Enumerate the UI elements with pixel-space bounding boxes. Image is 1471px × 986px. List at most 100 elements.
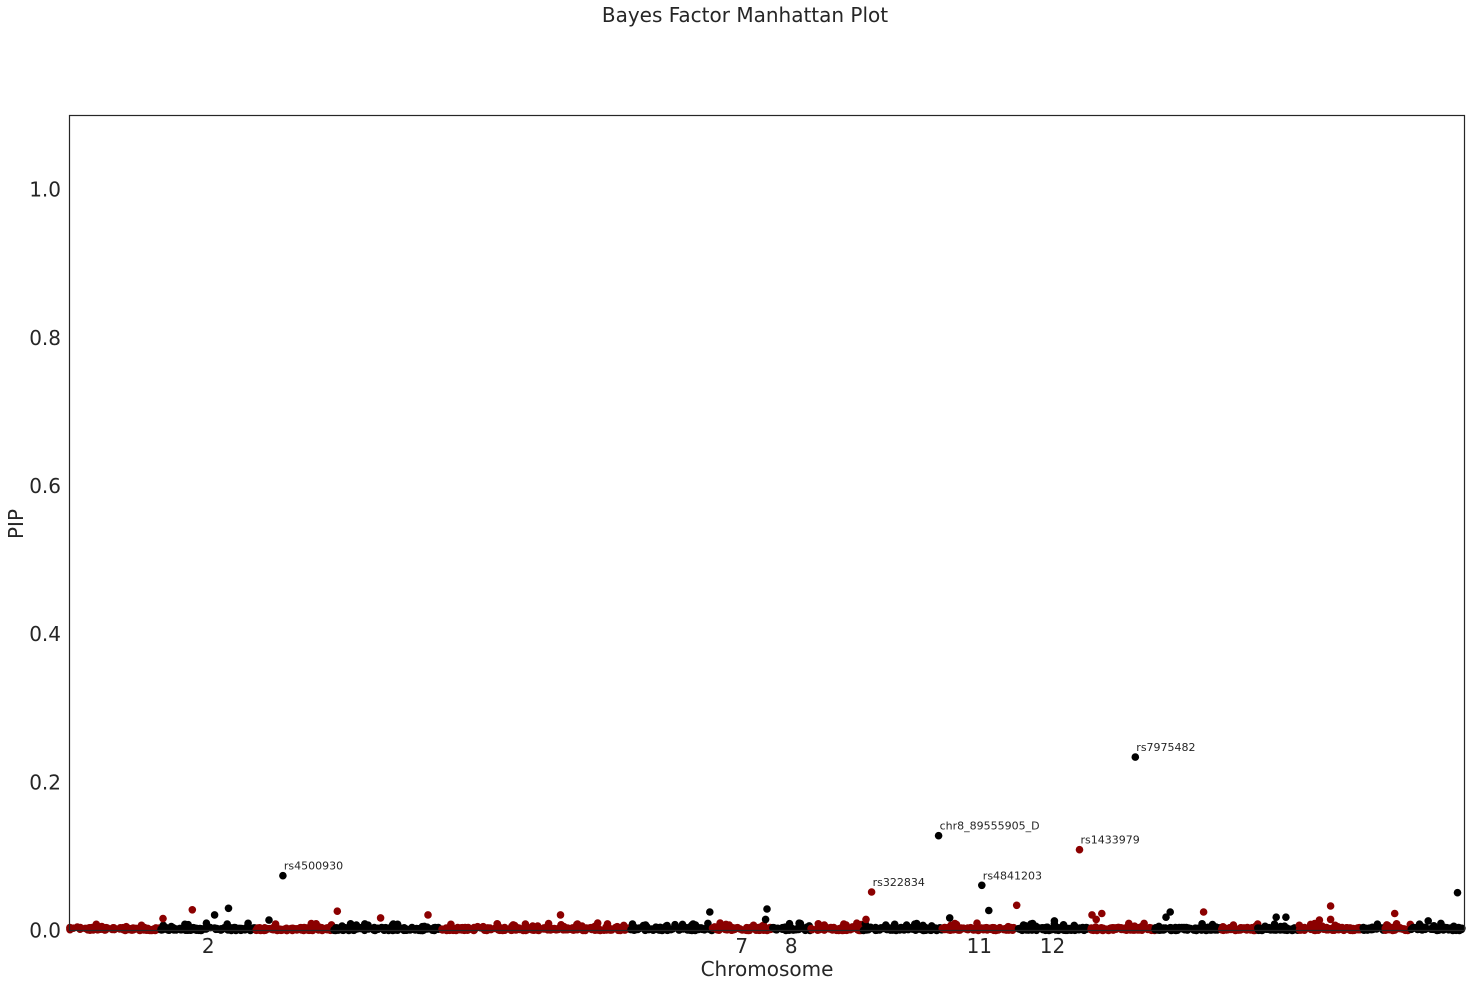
baseline-point [410,925,419,934]
baseline-point [484,924,492,932]
baseline-point [808,925,816,934]
baseline-point [676,924,685,932]
data-point [1453,888,1462,897]
point-label: rs322834 [873,876,925,889]
data-point [1282,913,1290,921]
baseline-point [667,925,675,934]
baseline-point [515,925,524,934]
baseline-point [1137,922,1146,931]
data-point [763,905,771,913]
baseline-point [1295,921,1304,930]
baseline-point [1144,925,1152,934]
data-point [1166,908,1174,916]
data-point [376,914,385,922]
baseline-point [1059,921,1068,929]
baseline-point [157,925,165,933]
baseline-point [1219,925,1227,933]
data-point [556,911,565,919]
baseline-point [1416,924,1424,933]
baseline-point [910,920,919,928]
data-point [1315,916,1324,924]
y-tick-label: 0.6 [29,474,61,498]
annotated-point [279,871,287,880]
baseline-point [1125,919,1133,928]
plot-frame [68,114,1466,932]
data-point [945,914,954,922]
baseline-point [871,923,880,932]
baseline-point [1074,924,1082,933]
baseline-point [528,925,536,934]
data-point [706,908,714,916]
baseline-point [198,925,207,934]
data-point [333,907,342,915]
baseline-point [550,924,559,933]
baseline-point [885,924,893,932]
baseline-point [1372,925,1381,933]
baseline-point [1431,924,1439,933]
annotated-point [978,881,986,890]
baseline-point [372,925,381,934]
baseline-point [1409,923,1417,932]
baseline-point [633,924,642,933]
baseline-point [1038,924,1046,932]
baseline-point [341,925,350,934]
baseline-point [300,923,309,932]
baseline-point [1343,924,1351,932]
baseline-point [1196,923,1205,932]
baseline-point [713,924,722,933]
data-point [210,911,219,919]
baseline-point [844,925,852,933]
point-label: chr8_89555905_D [940,820,1040,833]
baseline-point [230,923,239,932]
baseline-point [822,923,831,932]
baseline-point [830,925,838,933]
data-point [1162,913,1170,921]
baseline-point [398,925,406,933]
chart-title: Bayes Factor Manhattan Plot [602,3,888,27]
baseline-point [862,925,870,933]
y-axis-label: PIP [4,509,28,539]
x-axis-label: Chromosome [701,957,834,981]
x-tick-label: 12 [1040,934,1065,958]
x-tick-label: 7 [735,934,748,958]
y-tick-label: 0.8 [29,326,61,350]
baseline-point [973,919,981,927]
data-point [188,906,197,914]
baseline-point [567,925,576,933]
data-point [761,915,770,924]
baseline-point [1334,923,1342,931]
y-tick-label: 0.2 [29,770,61,794]
annotated-point [1131,753,1140,761]
x-tick-label: 2 [202,934,215,958]
baseline-point [1396,924,1404,933]
data-point [159,914,167,923]
baseline-point [241,926,249,934]
y-tick-label: 0.4 [29,622,61,646]
baseline-point [951,923,959,932]
baseline-point [1263,925,1272,933]
data-point [1390,909,1399,918]
annotated-point [867,888,876,896]
baseline-point [1098,925,1106,933]
baseline-point [129,925,137,934]
data-point [1098,909,1106,918]
baseline-point [1088,925,1097,933]
baseline-point [212,925,220,934]
data-point [1326,902,1335,910]
data-point [1272,913,1280,921]
baseline-point [540,925,549,933]
baseline-point [206,923,214,932]
baseline-point [281,925,289,933]
data-point [265,916,273,924]
baseline-point [76,925,84,933]
x-axis-ticks: 2 7 8 11 12 [202,934,1065,958]
baseline-point [350,924,358,933]
data-point [862,915,870,924]
data-point [1326,915,1335,924]
baseline-point [1276,922,1285,931]
data-point [1092,915,1100,924]
x-tick-label: 8 [785,934,798,958]
baseline-point [557,921,565,929]
baseline-point [1014,924,1023,933]
baseline-point [360,923,369,932]
